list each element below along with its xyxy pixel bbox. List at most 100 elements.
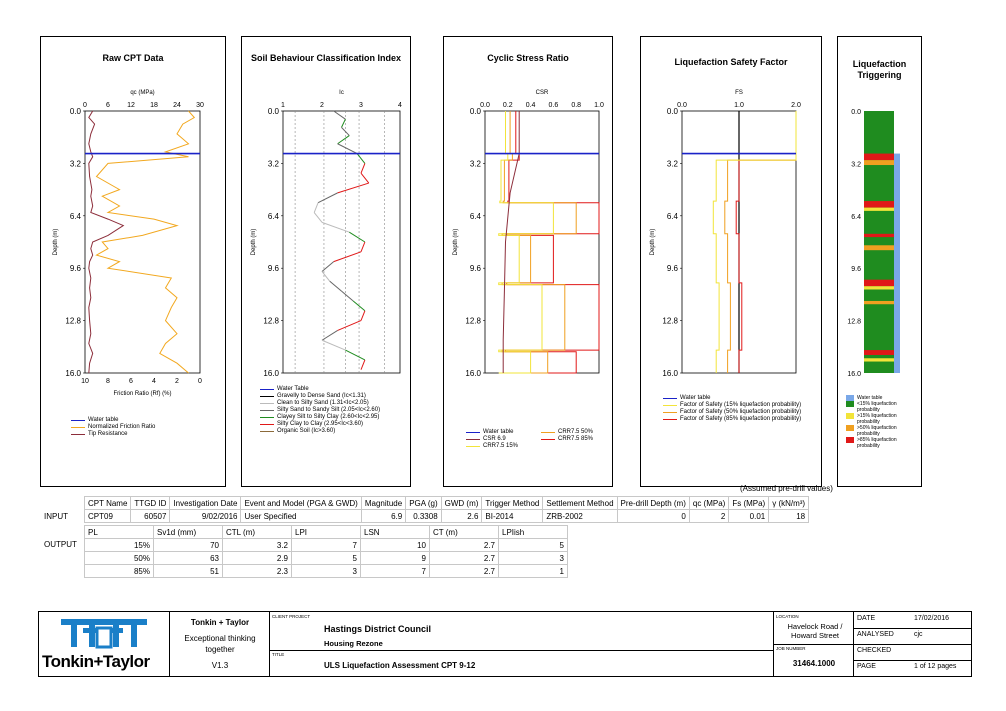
table-cell: 2.7 — [429, 538, 499, 552]
table-cell: 0 — [616, 509, 690, 523]
x-tick-label: 1 — [281, 102, 285, 109]
checked-label: CHECKED — [857, 647, 892, 654]
ic-profile-segment — [341, 118, 346, 128]
panel-title: Soil Behaviour Classification Index — [250, 53, 402, 63]
depth-tick-label: 12.8 — [65, 317, 81, 326]
x-tick-label: 1.0 — [594, 102, 604, 109]
crr50-line — [501, 111, 577, 374]
ic-profile-segment — [360, 172, 370, 184]
ic-profile-segment — [360, 241, 366, 253]
legend-label: >50% liquefaction probability — [857, 425, 897, 437]
triggering-band — [864, 279, 894, 287]
table-header-cell: LSN — [360, 525, 430, 539]
analysed-value: cjc — [914, 631, 923, 638]
csr-chart: 0.0 3.2 6.4 9.6 12.8 16.0 Depth (m) 0.0 0.2 0.4 0.… — [453, 90, 604, 378]
table-cell: User Specified — [240, 509, 362, 523]
assumed-note: (Assumed pre-drill values) — [740, 484, 833, 493]
friction-ratio-line — [95, 110, 196, 374]
x-tick-label: 0 — [198, 378, 202, 385]
table-header-cell: CPT Name — [83, 496, 132, 510]
table-cell: 10 — [360, 538, 430, 552]
triggering-band — [864, 153, 894, 161]
legend-label: Factor of Safety (15% liquefaction proba… — [680, 402, 802, 408]
depth-tick-label: 3.2 — [70, 159, 82, 168]
x-tick-label: 30 — [196, 102, 204, 109]
triggering-band — [864, 286, 894, 290]
job-number-label: JOB NUMBER — [776, 646, 806, 651]
x-tick-label: 3 — [359, 102, 363, 109]
ic-profile-segment — [341, 290, 354, 302]
table-cell: 9/02/2016 — [169, 509, 242, 523]
x-tick-label: 4 — [398, 102, 402, 109]
ic-profile-segment — [345, 349, 366, 361]
sbt-panel: Soil Behaviour Classification Index 0.0 3… — [241, 36, 411, 487]
depth-tick-label: 9.6 — [268, 264, 280, 273]
legend-label: Factor of Safety (50% liquefaction proba… — [680, 409, 802, 415]
legend-label: Silty Sand to Sandy Silt (2.05<Ic<2.60) — [277, 407, 381, 413]
table-cell: 15% — [84, 538, 154, 552]
date-label: DATE — [857, 615, 876, 622]
triggering-band — [864, 350, 894, 355]
x-tick-label: 0.6 — [549, 102, 559, 109]
table-header-cell: Settlement Method — [542, 496, 618, 510]
depth-tick-label: 6.4 — [667, 212, 679, 221]
triggering-band — [864, 207, 894, 211]
table-cell: 60507 — [130, 509, 171, 523]
legend-label: Normalized Friction Ratio — [88, 424, 156, 430]
legend-label: >85% liquefaction probability — [857, 437, 897, 449]
table-cell: 70 — [153, 538, 223, 552]
triggering-band — [864, 300, 894, 305]
table-header-cell: CT (m) — [429, 525, 499, 539]
table-header-row: PL Sv1d (mm) CTL (m) LPI LSN CT (m) LPIish — [84, 525, 568, 539]
plot-frame — [282, 110, 401, 374]
table-header-cell: Trigger Method — [481, 496, 544, 510]
triggering-band — [864, 201, 894, 208]
ic-profile-segment — [321, 330, 338, 341]
analysed-label: ANALYSED — [857, 631, 894, 638]
ic-profile-segment — [321, 261, 335, 272]
project-name: Housing Rezone — [324, 639, 383, 648]
ic-profile-segment — [333, 110, 346, 120]
ic-profile-segment — [333, 251, 362, 263]
company-logo: Tonkin+Taylor — [39, 612, 169, 676]
depth-tick-label: 12.8 — [662, 317, 678, 326]
x-tick-label: 2.0 — [791, 102, 801, 109]
table-cell: 2.9 — [222, 551, 292, 565]
depth-axis-label: Depth (m) — [251, 229, 257, 256]
x-axis-label: Friction Ratio (Rf) (%) — [113, 391, 171, 397]
legend-label: Water Table — [277, 386, 309, 392]
title-label: TITLE — [272, 652, 285, 657]
ic-profile-segment — [313, 212, 323, 223]
ic-profile-segment — [349, 231, 366, 243]
panel-title: Liquefaction Triggering — [852, 59, 907, 80]
depth-tick-label: 3.2 — [470, 159, 482, 168]
depth-tick-label: 0.0 — [268, 107, 280, 116]
x-tick-label: 1.0 — [734, 102, 744, 109]
table-cell: 7 — [291, 538, 361, 552]
fs15-line — [712, 111, 797, 373]
table-header-cell: Magnitude — [360, 496, 407, 510]
input-table: CPT Name TTGD ID Investigation Date Event a… — [83, 496, 810, 523]
table-header-cell: GWD (m) — [440, 496, 483, 510]
table-cell: 3 — [498, 551, 568, 565]
version: V1.3 — [211, 661, 229, 670]
legend-label: >15% liquefaction probability — [857, 413, 897, 425]
legend-label: CSR 6.9 — [483, 436, 506, 442]
table-cell: 63 — [153, 551, 223, 565]
legend-label: Silty Clay to Clay (2.95<Ic<3.60) — [277, 421, 364, 427]
chart-legend: Water Table Gravelly to Dense Sand (Ic<1… — [260, 386, 405, 435]
x-tick-label: 2 — [320, 102, 324, 109]
legend-label: Water table — [680, 395, 711, 401]
table-cell: 2.7 — [429, 564, 499, 578]
depth-axis-label: Depth (m) — [53, 229, 59, 256]
legend-label: Clean to Silty Sand (1.31<Ic<2.05) — [277, 400, 369, 406]
x-tick-label: 0.0 — [677, 102, 687, 109]
table-cell: 3.2 — [222, 538, 292, 552]
chart-legend: Water table Normalized Friction Ratio Ti… — [71, 417, 155, 438]
depth-tick-label: 12.8 — [263, 317, 279, 326]
legend-label: CRR7.5 15% — [483, 443, 519, 449]
sbt-chart: 0.0 3.2 6.4 9.6 12.8 16.0 Depth (m) 1 2 3 4 Ic — [251, 90, 402, 378]
depth-tick-label: 16.0 — [662, 369, 678, 378]
depth-tick-label: 16.0 — [263, 369, 279, 378]
x-tick-label: 24 — [173, 102, 181, 109]
